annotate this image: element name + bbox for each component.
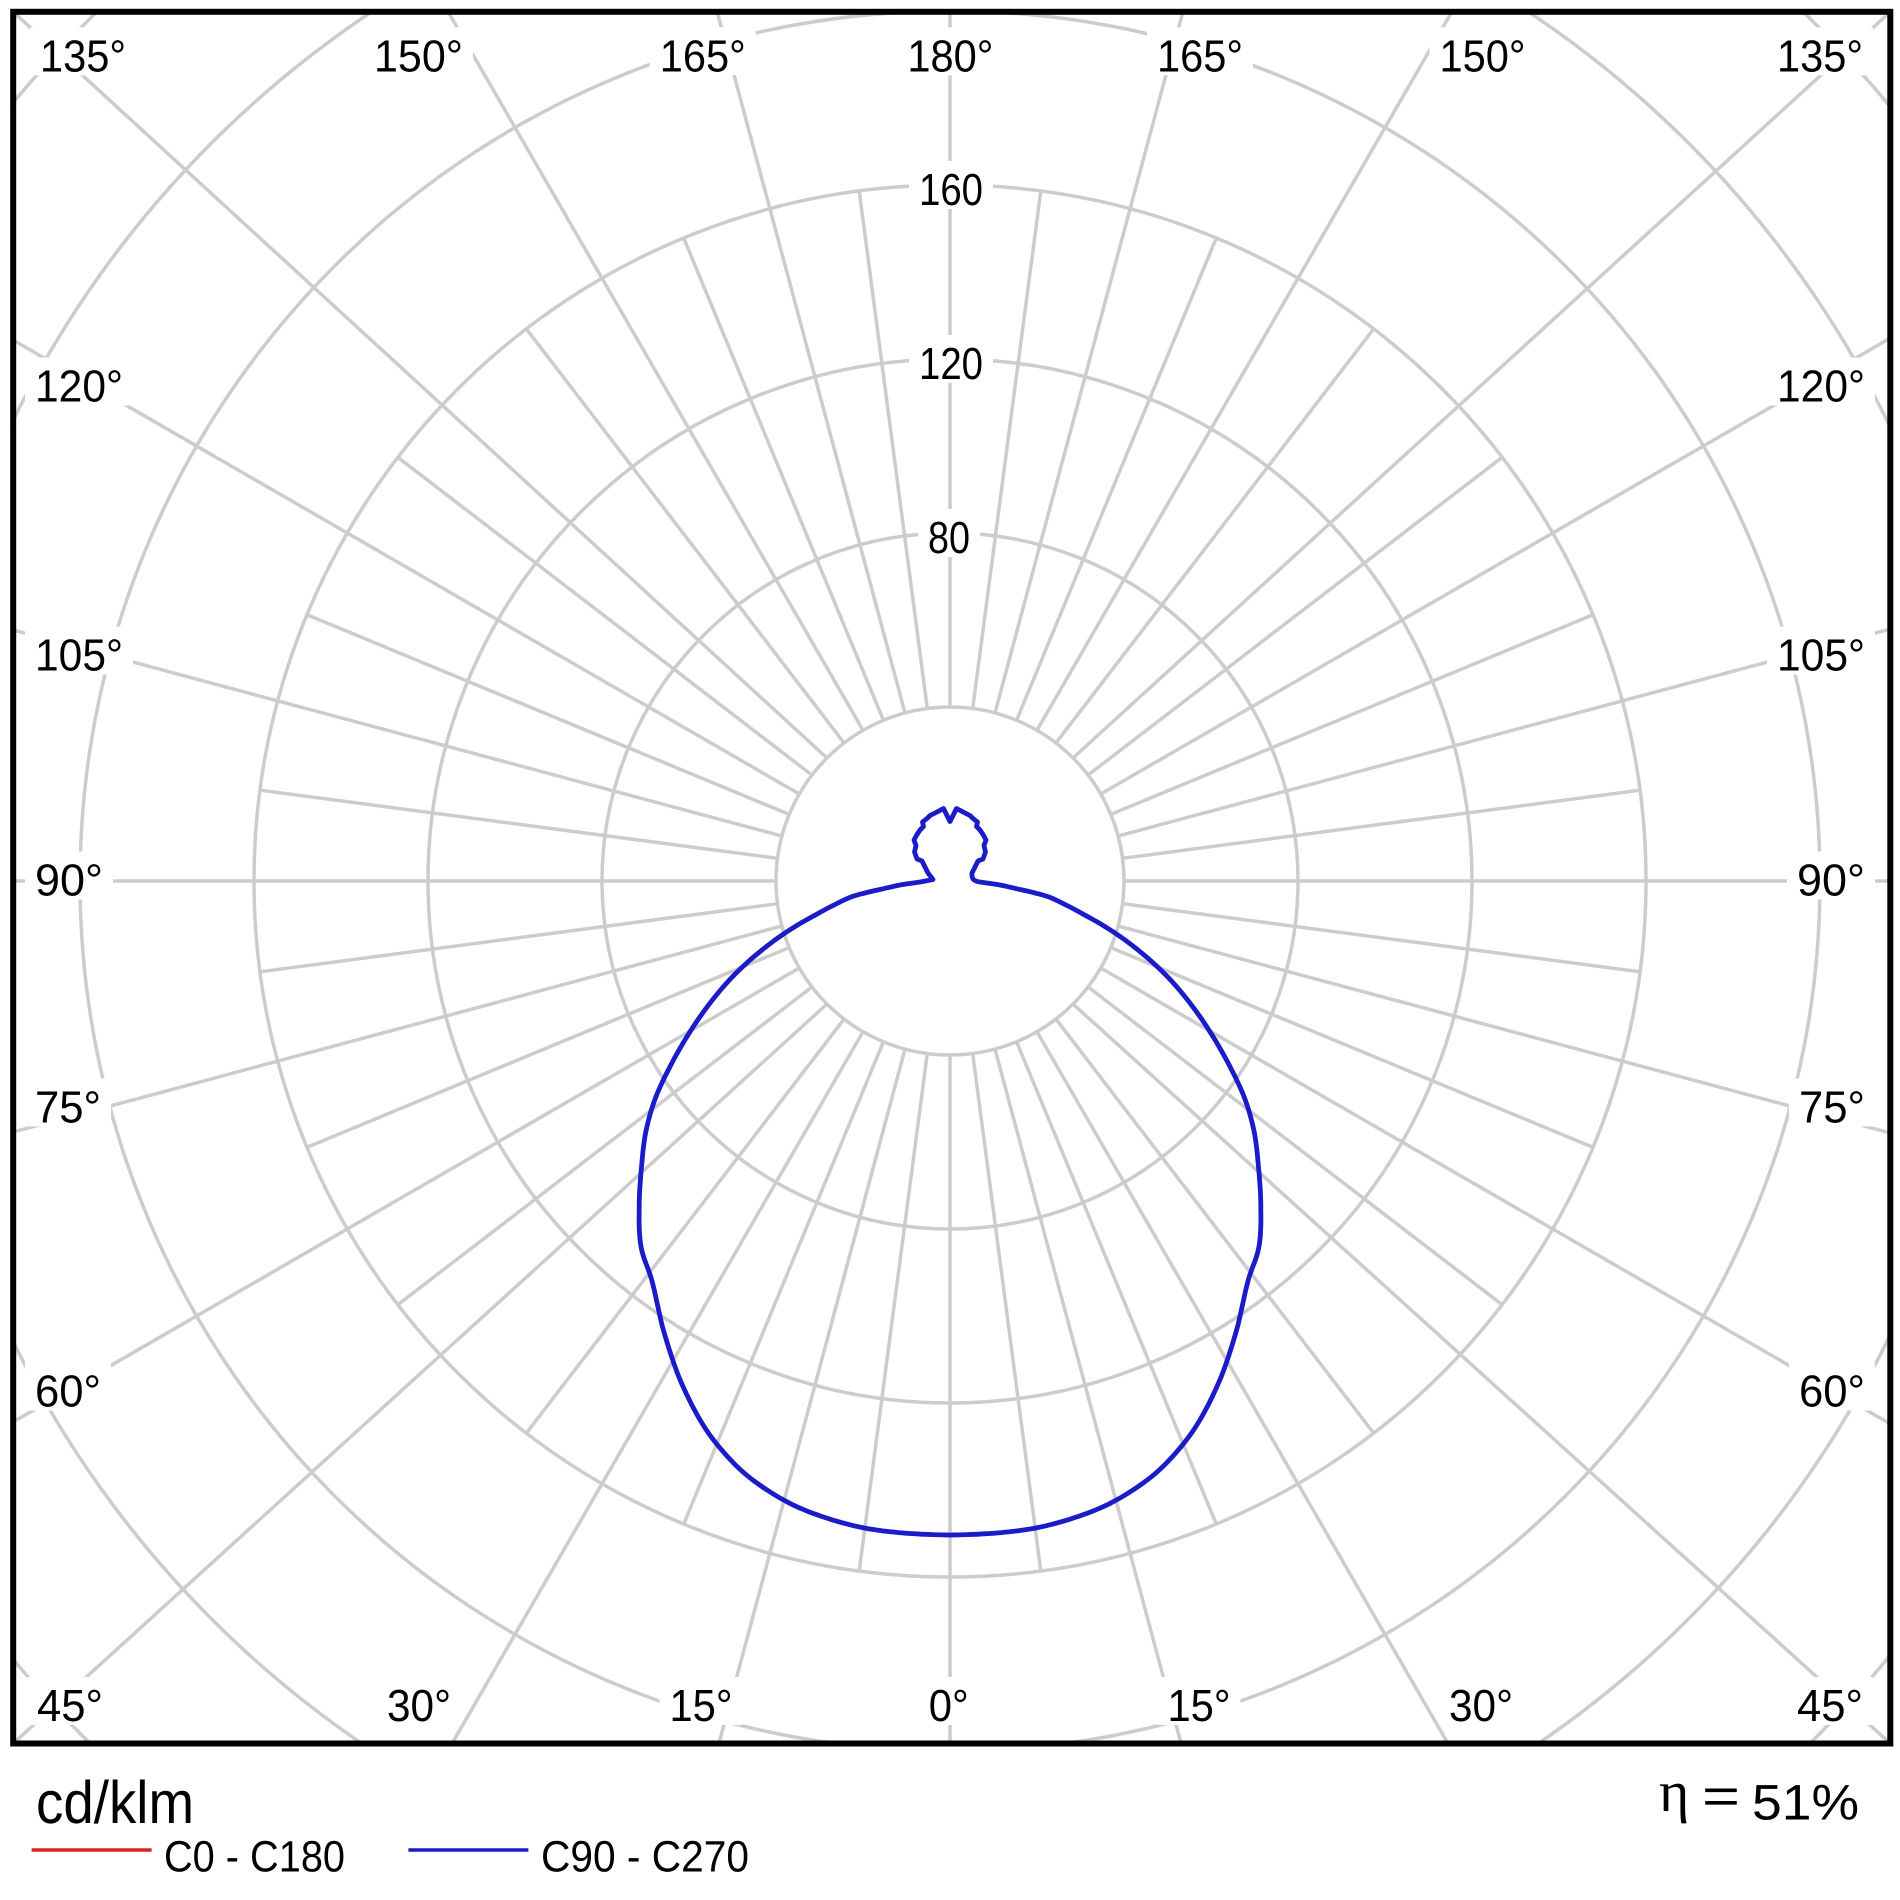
- svg-text:=: =: [1702, 1768, 1740, 1824]
- svg-text:75°: 75°: [1799, 1082, 1865, 1133]
- svg-text:150°: 150°: [374, 30, 463, 81]
- svg-text:120°: 120°: [35, 361, 123, 412]
- svg-text:90°: 90°: [1797, 855, 1865, 906]
- svg-text:105°: 105°: [35, 630, 123, 681]
- svg-text:80: 80: [928, 512, 970, 563]
- svg-text:η: η: [1659, 1759, 1689, 1824]
- svg-text:135°: 135°: [40, 30, 126, 81]
- svg-text:90°: 90°: [35, 855, 103, 906]
- svg-text:105°: 105°: [1777, 630, 1865, 681]
- svg-text:60°: 60°: [1799, 1366, 1865, 1417]
- svg-text:120: 120: [919, 338, 983, 389]
- svg-text:cd/klm: cd/klm: [36, 1769, 194, 1836]
- svg-text:180°: 180°: [907, 30, 993, 81]
- svg-text:15°: 15°: [1168, 1680, 1231, 1731]
- svg-text:120°: 120°: [1777, 361, 1865, 412]
- svg-text:15°: 15°: [670, 1680, 733, 1731]
- svg-text:45°: 45°: [37, 1680, 103, 1731]
- svg-text:45°: 45°: [1797, 1680, 1863, 1731]
- svg-text:C0 - C180: C0 - C180: [164, 1833, 345, 1882]
- svg-text:60°: 60°: [35, 1366, 101, 1417]
- svg-text:51%: 51%: [1752, 1775, 1859, 1831]
- svg-text:75°: 75°: [35, 1082, 101, 1133]
- svg-text:165°: 165°: [660, 30, 746, 81]
- svg-text:150°: 150°: [1440, 30, 1526, 81]
- svg-text:135°: 135°: [1777, 30, 1863, 81]
- svg-text:30°: 30°: [387, 1680, 451, 1731]
- svg-text:165°: 165°: [1157, 30, 1243, 81]
- svg-text:0°: 0°: [929, 1680, 969, 1731]
- svg-text:160: 160: [919, 164, 983, 215]
- svg-text:30°: 30°: [1449, 1680, 1513, 1731]
- svg-text:C90 - C270: C90 - C270: [541, 1833, 749, 1882]
